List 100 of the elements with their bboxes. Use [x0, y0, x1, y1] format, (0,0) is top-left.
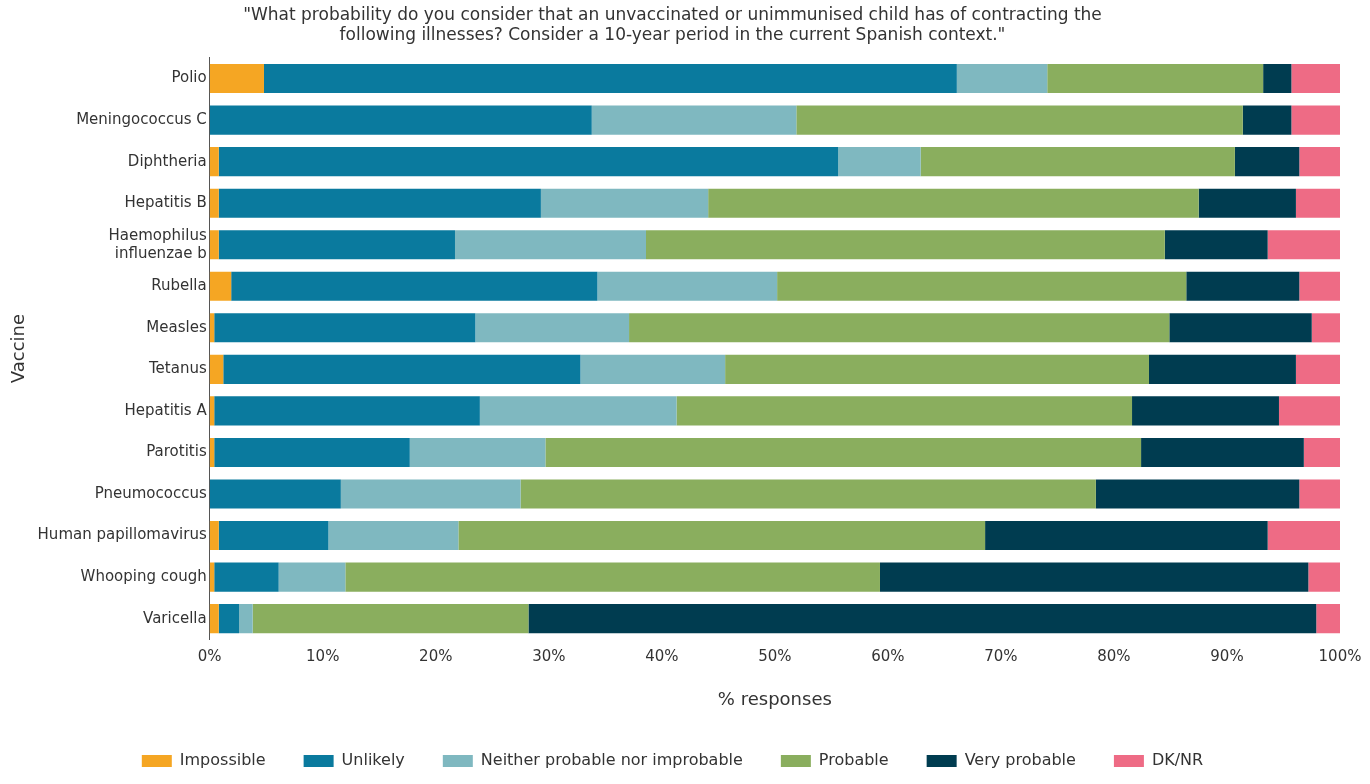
chart-title: "What probability do you consider that an unvaccinated or unimmunised child has of contracting the following illnesses? Consider a 10-year period in the current Spanish context." [243, 3, 1102, 45]
x-tick-label: 0% [197, 647, 222, 666]
bar [214, 562, 279, 592]
bar [1267, 521, 1340, 551]
bar [209, 479, 341, 509]
bar [218, 604, 240, 634]
bar [214, 313, 476, 343]
x-tick-label: 50% [758, 647, 792, 666]
bar [1234, 147, 1300, 177]
bar [345, 562, 880, 592]
bar [1132, 396, 1279, 426]
bar [1278, 396, 1340, 426]
bar [1291, 64, 1340, 94]
bar [1295, 188, 1340, 218]
y-axis-title: Vaccine [7, 313, 29, 384]
bar [209, 105, 592, 135]
bar [1148, 354, 1296, 384]
bar [1308, 562, 1340, 592]
x-tick-label: 60% [871, 647, 905, 666]
bar [409, 437, 546, 467]
x-axis-title: % responses [717, 687, 832, 709]
bar [1095, 479, 1300, 509]
bar [328, 521, 459, 551]
bar [540, 188, 709, 218]
bar [209, 521, 219, 551]
y-tick-label: Tetanus [147, 359, 207, 378]
bar [252, 604, 529, 634]
bar [777, 271, 1187, 301]
x-tick-label: 80% [1097, 647, 1131, 666]
legend-label: Probable [818, 750, 889, 770]
y-tick-label: Varicella [143, 608, 207, 627]
y-tick-label: Parotitis [146, 442, 207, 461]
bar [629, 313, 1170, 343]
bar [239, 604, 253, 634]
bar [454, 230, 647, 260]
bar [520, 479, 1096, 509]
bar [214, 437, 410, 467]
bar [1047, 64, 1264, 94]
x-tick-label: 40% [645, 647, 679, 666]
y-tick-label: Measles [146, 317, 207, 336]
bar [676, 396, 1133, 426]
bar [1263, 64, 1292, 94]
bar [985, 521, 1268, 551]
bar [278, 562, 346, 592]
x-tick-label: 20% [419, 647, 453, 666]
legend-label: Unlikely [341, 750, 405, 770]
bar [545, 437, 1142, 467]
bar [209, 604, 219, 634]
y-tick-label: Whooping cough [80, 566, 207, 585]
bar [209, 230, 219, 260]
x-tick-label: 70% [984, 647, 1018, 666]
bar [218, 521, 329, 551]
y-tick-label: Polio [171, 68, 207, 87]
bar [214, 396, 480, 426]
y-tick-label: Haemophilus influenzae b [108, 225, 207, 262]
bar [263, 64, 957, 94]
bar [1303, 437, 1340, 467]
bar [209, 271, 232, 301]
bar [646, 230, 1165, 260]
legend-label: Very probable [964, 750, 1076, 770]
x-tick-label: 90% [1210, 647, 1244, 666]
bar [708, 188, 1199, 218]
bar [218, 230, 455, 260]
bar [209, 147, 219, 177]
bar [1316, 604, 1340, 634]
y-tick-label: Human papillomavirus [37, 525, 207, 544]
bar [956, 64, 1048, 94]
bar [591, 105, 797, 135]
bar [1311, 313, 1340, 343]
bar [209, 64, 264, 94]
y-tick-label: Rubella [151, 276, 207, 295]
bar [1141, 437, 1304, 467]
bar [223, 354, 581, 384]
bar [528, 604, 1317, 634]
bar [1186, 271, 1300, 301]
x-tick-label: 100% [1318, 647, 1362, 666]
bar [838, 147, 921, 177]
bar [1164, 230, 1268, 260]
legend-label: Impossible [179, 750, 266, 770]
bar [1299, 147, 1340, 177]
bar [580, 354, 726, 384]
bar [597, 271, 778, 301]
y-tick-label: Hepatitis B [124, 193, 207, 212]
x-tick-label: 10% [306, 647, 340, 666]
bar [1267, 230, 1340, 260]
y-tick-label: Hepatitis A [124, 400, 208, 419]
bar [1299, 271, 1340, 301]
legend-label: DK/NR [1151, 750, 1204, 770]
bar [796, 105, 1243, 135]
bar [1198, 188, 1296, 218]
x-tick-label: 30% [532, 647, 566, 666]
bar [340, 479, 521, 509]
bar [458, 521, 986, 551]
bar [218, 147, 839, 177]
y-tick-label: Meningococcus C [76, 110, 207, 128]
bar [1295, 354, 1340, 384]
bar [209, 354, 224, 384]
bar [725, 354, 1149, 384]
bar [920, 147, 1235, 177]
bar [218, 188, 541, 218]
